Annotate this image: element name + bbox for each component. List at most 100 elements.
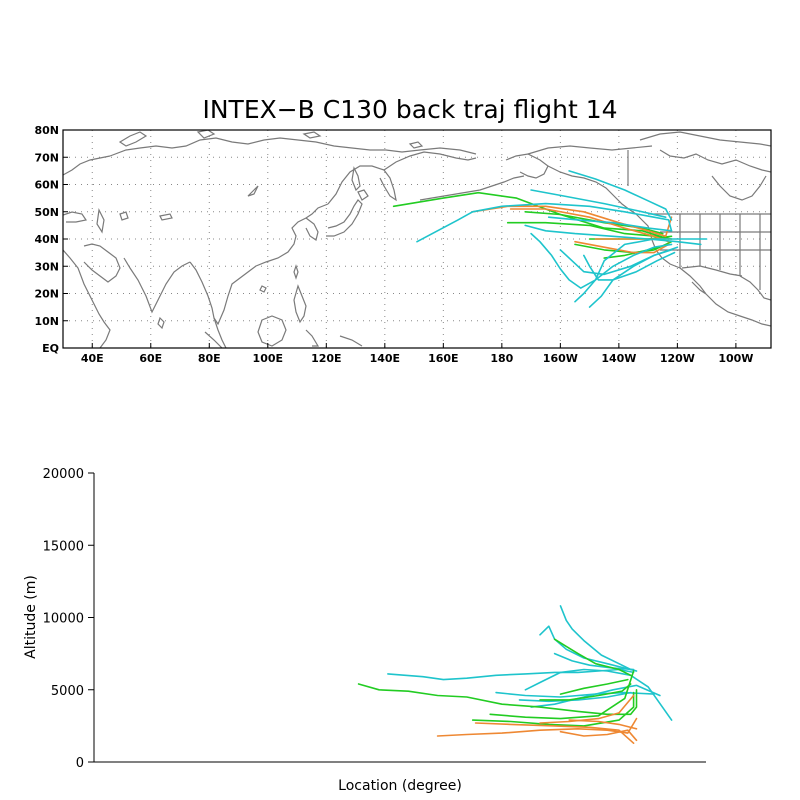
altitude-trajectory-line (568, 719, 638, 730)
map-lat-tick-label: 70N (34, 151, 59, 164)
map-lon-tick-label: 40E (81, 352, 104, 365)
map-trajectory-line (588, 249, 673, 308)
map-lon-tick-label: 80E (198, 352, 221, 365)
coastline-mexico (705, 293, 771, 327)
coastline-new-siberian (302, 131, 322, 139)
altitude-trajectory-line (559, 605, 632, 671)
altitude-ticks: 0 5000 10000 15000 20000 (43, 467, 94, 771)
altitude-tick-label: 15000 (43, 539, 84, 554)
coastline-alaska-north (527, 145, 653, 155)
border-us-states-a (679, 214, 761, 290)
altitude-trajectory-line (530, 684, 661, 708)
coastline-aleutians (419, 175, 525, 201)
map-lat-tick-label: 80N (34, 124, 59, 137)
coastline-alaska-south (547, 165, 631, 211)
coastlines (63, 130, 771, 348)
map-lon-tick-label: 140W (601, 352, 636, 365)
coastline-korea (305, 217, 319, 241)
chart-title: INTEX−B C130 back traj flight 14 (202, 95, 617, 124)
coastline-china (255, 203, 329, 267)
coastline-europe-north (63, 155, 111, 176)
map-lon-tick-label: 100W (718, 352, 753, 365)
coastline-japan (326, 199, 363, 237)
map-lon-tick-label: 120W (660, 352, 695, 365)
altitude-tick-label: 5000 (51, 684, 84, 699)
coastline-malay (213, 317, 227, 348)
coastline-baja (679, 267, 707, 295)
map-lon-tick-label: 100E (253, 352, 283, 365)
coastline-arctic-islands (659, 149, 771, 173)
lake-baikal (247, 185, 259, 197)
map-panel: 40E 60E 80E 100E 120E 140E 160E 180 160W 140W 120W… (34, 124, 772, 365)
coastline-arctic-russia (109, 137, 477, 157)
altitude-trajectory-line (471, 691, 635, 727)
lake-aral (119, 211, 129, 221)
lake-balkhash (159, 213, 173, 221)
altitude-tick-label: 10000 (43, 612, 84, 627)
border-us-mexico (681, 265, 743, 277)
map-lat-tick-label: 30N (34, 260, 59, 273)
altitude-trajectory-line (524, 668, 673, 721)
coastline-severnaya (196, 130, 216, 139)
map-lon-tick-label: 140E (370, 352, 400, 365)
map-lat-tick-label: 50N (34, 206, 59, 219)
map-lon-tick-label: 120E (311, 352, 341, 365)
x-axis-label: Location (degree) (338, 778, 462, 794)
altitude-tick-label: 0 (76, 756, 84, 771)
coastline-hokkaido (357, 189, 369, 201)
altitude-trajectory-line (489, 670, 635, 720)
coastline-borneo (257, 315, 287, 347)
coastline-novaya-zemlya (118, 131, 148, 147)
map-lat-tick-label: 60N (34, 179, 59, 192)
map-trajectory-line (574, 240, 670, 254)
altitude-trajectory-line (539, 625, 638, 672)
map-trajectory-line (530, 189, 667, 218)
map-trajectory-line (568, 170, 673, 221)
coastline-africa (63, 249, 111, 348)
altitude-trajectory-line (559, 729, 638, 742)
map-lon-tick-label: 180 (490, 352, 513, 365)
coastline-caspian (96, 208, 105, 234)
altitude-trajectory-line (436, 717, 638, 737)
map-trajectory-line (416, 202, 673, 243)
map-trajectory-line (574, 243, 673, 303)
border-us-states-b (660, 231, 771, 251)
coastline-blacksea (63, 211, 87, 223)
coastline-chukotka (383, 151, 477, 171)
map-trajectory-line (530, 232, 708, 289)
altitude-trajectory-line (474, 722, 635, 744)
map-lon-tick-label: 160E (428, 352, 458, 365)
altitude-trajectory-line (553, 638, 632, 677)
map-trajectories (392, 170, 708, 308)
map-trajectory-line (583, 251, 676, 281)
map-gridlines (63, 130, 771, 348)
coastline-india (123, 257, 191, 314)
altitude-trajectory-line (539, 694, 635, 724)
coastline-alaska-west (505, 153, 549, 179)
coastline-sumatra (204, 331, 223, 348)
y-axis-label: Altitude (m) (23, 575, 39, 659)
map-lat-tick-label: EQ (42, 342, 59, 355)
coastline-sulawesi (305, 329, 320, 347)
map-trajectory-line (471, 205, 673, 238)
map-trajectory-line (524, 224, 702, 246)
altitude-panel: 0 5000 10000 15000 20000 Location (degree) A… (23, 467, 706, 794)
altitude-trajectory-line (357, 683, 638, 716)
map-trajectory-line (547, 216, 673, 232)
coastline-sakhalin (351, 166, 361, 192)
coastline-hainan (259, 285, 267, 293)
coastline-wrangel (408, 141, 424, 149)
map-lat-tick-label: 10N (34, 315, 59, 328)
coastline-hudson (711, 175, 767, 201)
altitude-trajectory-line (559, 678, 629, 695)
map-lat-tick-label: 40N (34, 233, 59, 246)
coastline-newguinea (339, 335, 363, 347)
map-lat-tick-label: 20N (34, 288, 59, 301)
altitude-trajectories (357, 605, 673, 744)
map-trajectory-line (506, 221, 673, 240)
map-lon-tick-label: 160W (543, 352, 578, 365)
map-lon-tick-label: 60E (139, 352, 162, 365)
coastline-srilanka (157, 316, 165, 330)
coastline-canada-arctic (639, 131, 771, 147)
